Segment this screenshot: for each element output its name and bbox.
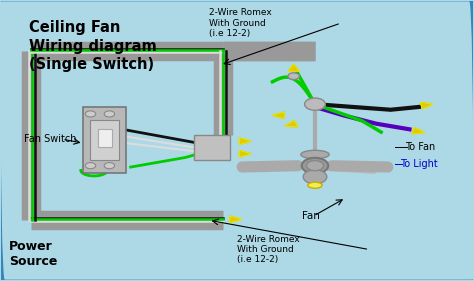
Polygon shape xyxy=(285,121,298,127)
Circle shape xyxy=(288,73,300,80)
Circle shape xyxy=(302,158,328,173)
Bar xyxy=(91,119,119,160)
Text: To Light: To Light xyxy=(400,159,438,169)
Ellipse shape xyxy=(301,150,329,159)
Bar xyxy=(194,135,230,160)
FancyArrowPatch shape xyxy=(313,166,374,170)
Polygon shape xyxy=(239,138,251,144)
Text: Ceiling Fan
Wiring diagram
(Single Switch): Ceiling Fan Wiring diagram (Single Switc… xyxy=(29,20,157,72)
Ellipse shape xyxy=(308,182,322,188)
Bar xyxy=(83,107,126,173)
Polygon shape xyxy=(230,216,242,223)
Circle shape xyxy=(85,163,96,169)
Polygon shape xyxy=(239,150,251,157)
Text: 2-Wire Romex
With Ground
(i.e 12-2): 2-Wire Romex With Ground (i.e 12-2) xyxy=(237,235,300,264)
Polygon shape xyxy=(420,102,433,109)
Circle shape xyxy=(104,111,115,117)
Circle shape xyxy=(305,98,325,110)
Text: To Fan: To Fan xyxy=(405,142,435,153)
Text: Fan: Fan xyxy=(302,211,320,221)
Text: 2-Wire Romex
With Ground
(i.e 12-2): 2-Wire Romex With Ground (i.e 12-2) xyxy=(209,8,272,38)
Polygon shape xyxy=(288,64,300,71)
Polygon shape xyxy=(273,112,284,119)
Text: Fan Switch: Fan Switch xyxy=(24,134,77,144)
Circle shape xyxy=(307,161,323,171)
Bar xyxy=(98,129,112,148)
Circle shape xyxy=(303,170,327,184)
FancyArrowPatch shape xyxy=(332,166,388,167)
Circle shape xyxy=(104,163,115,169)
Polygon shape xyxy=(412,128,425,134)
FancyArrowPatch shape xyxy=(242,166,298,167)
Text: Power
Source: Power Source xyxy=(9,240,57,268)
Circle shape xyxy=(85,111,96,117)
